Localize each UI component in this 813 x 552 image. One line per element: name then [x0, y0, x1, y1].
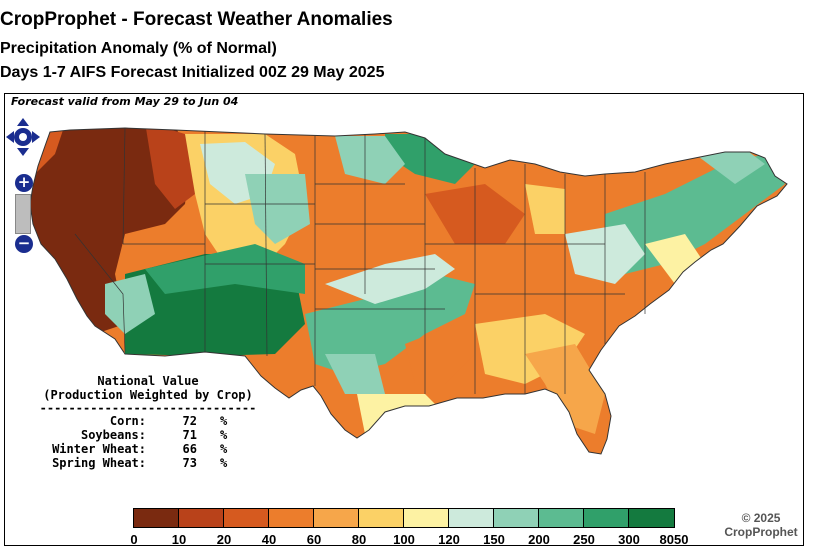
crop-value: 72 [182, 414, 197, 428]
legend-colorbar [133, 508, 675, 528]
crop-row-spring-wheat: Spring Wheat: 73 % [32, 456, 264, 470]
crop-label: Spring Wheat: [52, 456, 146, 470]
legend-swatch [314, 509, 359, 527]
zoom-slider[interactable] [15, 194, 31, 234]
legend-tick-label: 10 [171, 532, 187, 547]
legend-tick-label: 80 [351, 532, 367, 547]
legend-swatch [404, 509, 449, 527]
legend-swatch [224, 509, 269, 527]
chart-subtitle: Precipitation Anomaly (% of Normal) [0, 40, 277, 57]
copyright-year: © 2025 [741, 511, 781, 525]
national-heading: National Value [97, 374, 199, 388]
legend-swatch [494, 509, 539, 527]
legend-tick-label: 200 [528, 532, 550, 547]
crop-unit: % [220, 456, 228, 470]
legend-swatch [134, 509, 179, 527]
map-navigation[interactable] [3, 117, 43, 267]
crop-row-corn: Corn: 72 % [32, 414, 264, 428]
legend-swatch [539, 509, 584, 527]
legend-swatch [449, 509, 494, 527]
precip-anomaly-map [29, 127, 788, 455]
crop-unit: % [220, 428, 228, 442]
crop-unit: % [220, 442, 228, 456]
legend-tick-label: 60 [306, 532, 322, 547]
legend-tick-label: 40 [261, 532, 277, 547]
copyright-brand: CropProphet [724, 525, 798, 539]
copyright: © 2025 CropProphet [712, 511, 810, 539]
crop-row-winter-wheat: Winter Wheat: 66 % [32, 442, 264, 456]
zoom-out-icon[interactable]: − [15, 235, 33, 253]
crop-value: 73 [182, 456, 197, 470]
national-rule: ------------------------------ [39, 401, 257, 415]
legend-swatch [269, 509, 314, 527]
chart-subtitle-2: Days 1-7 AIFS Forecast Initialized 00Z 2… [0, 64, 385, 81]
legend-tick-label: 250 [573, 532, 595, 547]
legend-swatch [629, 509, 674, 527]
legend-swatch [584, 509, 629, 527]
pan-icon[interactable] [5, 117, 41, 157]
legend-tick-label: 120 [438, 532, 460, 547]
crop-value: 71 [182, 428, 197, 442]
crop-label: Soybeans: [80, 428, 146, 442]
chart-title: CropProphet - Forecast Weather Anomalies [0, 9, 393, 30]
crop-value: 66 [182, 442, 197, 456]
legend-tick-label: 150 [483, 532, 505, 547]
legend-tick-label: 100 [393, 532, 415, 547]
legend-tick-label: 300 [618, 532, 640, 547]
legend-tick-label: 20 [216, 532, 232, 547]
legend-swatch [179, 509, 224, 527]
crop-label: Corn: [109, 414, 146, 428]
legend-tick-label: 8050 [659, 532, 689, 547]
crop-label: Winter Wheat: [52, 442, 146, 456]
national-value-panel: National Value (Production Weighted by C… [32, 374, 264, 470]
crop-unit: % [220, 414, 228, 428]
legend-tick-label: 0 [130, 532, 138, 547]
map-panel[interactable]: Forecast valid from May 29 to Jun 04 [4, 93, 804, 546]
zoom-in-icon[interactable]: + [15, 174, 33, 192]
forecast-valid-text: Forecast valid from May 29 to Jun 04 [11, 95, 239, 108]
national-subheading: (Production Weighted by Crop) [43, 388, 253, 402]
crop-row-soybeans: Soybeans: 71 % [32, 428, 264, 442]
legend-swatch [359, 509, 404, 527]
